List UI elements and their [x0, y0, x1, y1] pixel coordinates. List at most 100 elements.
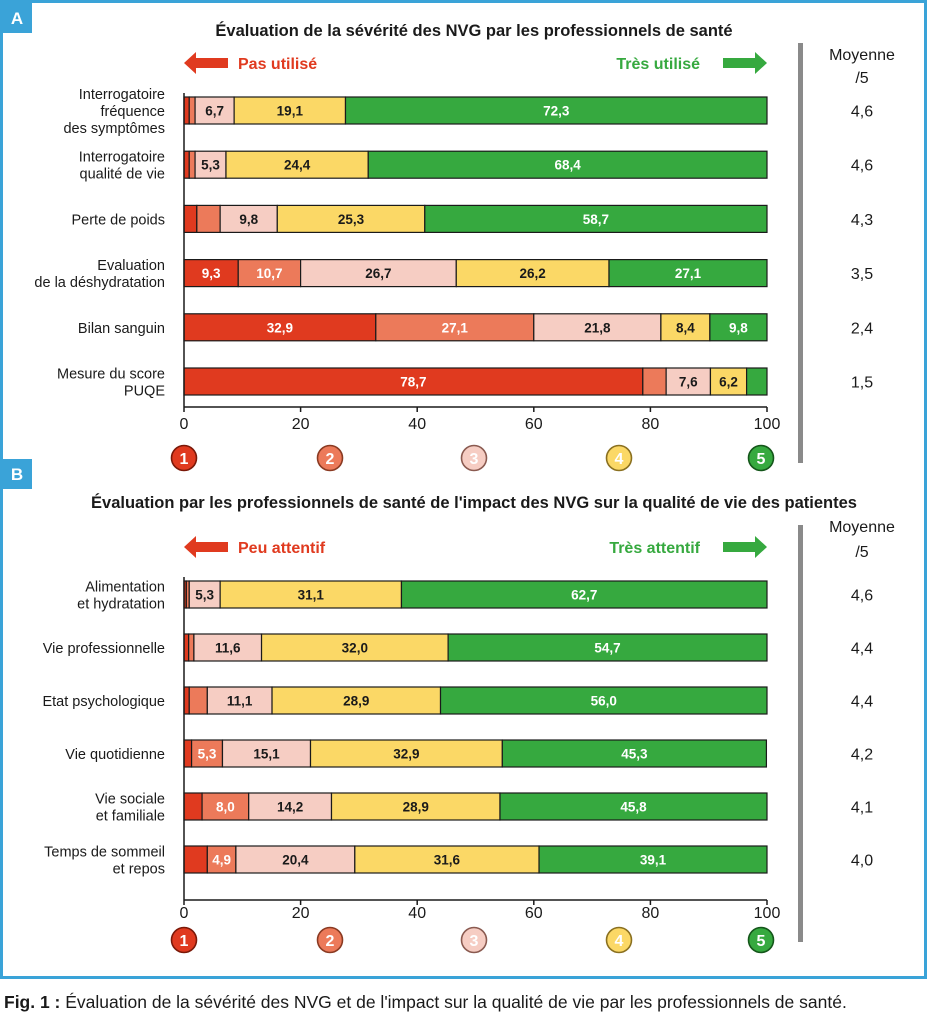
data-label: 15,1 [253, 747, 280, 762]
bar-segment [190, 739, 224, 768]
data-label: 5,3 [201, 158, 220, 173]
mean-header-unit: /5 [855, 544, 868, 561]
mean-value: 4,3 [851, 212, 873, 229]
right-scale-label: Très utilisé [616, 56, 700, 73]
data-label: 45,8 [620, 800, 647, 815]
panel-tag [2, 3, 32, 33]
bar-segment [455, 259, 610, 288]
data-label: 19,1 [277, 104, 304, 119]
mean-value: 4,2 [851, 747, 873, 764]
bar-segment [183, 686, 190, 715]
bar-segment [501, 739, 768, 768]
bar-segment [183, 739, 193, 768]
scale-circle [316, 444, 344, 472]
data-label: 20,4 [282, 853, 309, 868]
scale-circle-label: 4 [615, 933, 624, 950]
data-label: 24,4 [284, 158, 311, 173]
bar-segment [608, 259, 768, 288]
mean-header-unit: /5 [855, 70, 868, 87]
mean-value: 2,4 [851, 320, 873, 337]
right-arrow-icon [723, 536, 767, 558]
mean-header: Moyenne [829, 519, 895, 536]
bar-segment [183, 313, 377, 342]
mean-value: 3,5 [851, 266, 873, 283]
bar-segment [400, 580, 768, 609]
data-label: 28,9 [343, 694, 369, 709]
x-tick-label: 40 [408, 416, 426, 433]
scale-circle-label: 2 [326, 933, 335, 950]
mean-value: 4,6 [851, 104, 873, 121]
mean-value: 4,4 [851, 641, 873, 658]
bar-segment [183, 204, 198, 233]
bar-segment [344, 96, 768, 125]
mean-value: 4,1 [851, 800, 873, 817]
bar-segment [183, 96, 190, 125]
data-label: 7,6 [679, 375, 698, 390]
data-label: 54,7 [594, 641, 620, 656]
data-label: 6,7 [205, 104, 224, 119]
category-label: Vie professionnelle [43, 641, 165, 657]
bar-row: Vie quotidienne 5,3 15,1 32,9 45,3 4,2 [65, 739, 873, 768]
category-label: Evaluation [97, 258, 165, 274]
scale-circle-label: 5 [757, 933, 766, 950]
scale-circle [170, 926, 198, 954]
category-label: Temps de sommeil [44, 845, 165, 861]
bar-segment [330, 792, 501, 821]
x-tick-label: 80 [642, 416, 660, 433]
bar-segment [237, 259, 302, 288]
category-label: Alimentation [85, 580, 165, 596]
scale-circle-label: 3 [470, 933, 479, 950]
data-label: 27,1 [442, 320, 469, 335]
category-label: Etat psychologique [42, 694, 165, 710]
bar-segment [196, 204, 221, 233]
category-label: des symptômes [63, 121, 165, 137]
data-label: 14,2 [277, 800, 303, 815]
category-label: et familiale [96, 809, 165, 825]
bar-segment [194, 150, 227, 179]
data-label: 31,1 [298, 588, 325, 603]
left-arrow-icon [184, 536, 228, 558]
bar-segment [183, 150, 190, 179]
x-tick-label: 80 [642, 905, 660, 922]
scale-circle [170, 444, 198, 472]
data-label: 26,7 [365, 266, 391, 281]
category-label: fréquence [101, 104, 166, 120]
scale-circle [460, 444, 488, 472]
bar-row: Bilan sanguin 32,9 27,1 21,8 8,4 9,8 2,4 [78, 313, 873, 342]
scale-circle [747, 444, 775, 472]
figure-frame [0, 0, 927, 979]
bar-segment [248, 792, 333, 821]
category-label: de la déshydratation [34, 275, 165, 291]
bar-segment [206, 845, 237, 874]
bar-segment [194, 96, 235, 125]
mean-value: 4,4 [851, 694, 873, 711]
bar-segment [745, 367, 768, 396]
data-label: 9,8 [729, 320, 748, 335]
x-tick-label: 100 [754, 416, 781, 433]
scale-circle-label: 2 [326, 451, 335, 468]
bar-segment [260, 633, 449, 662]
scale-circle-label: 3 [470, 451, 479, 468]
scale-circle-label: 1 [180, 933, 189, 950]
left-scale-label: Pas utilisé [238, 56, 317, 73]
data-label: 5,3 [195, 588, 214, 603]
left-scale-label: Peu attentif [238, 540, 326, 557]
bar-segment [276, 204, 426, 233]
bar-row: Vie professionnelle 11,6 32,0 54,7 4,4 [43, 633, 873, 662]
data-label: 4,9 [212, 853, 231, 868]
bar-segment [225, 150, 369, 179]
bar-segment [354, 845, 540, 874]
bar-segment [233, 96, 347, 125]
data-label: 62,7 [571, 588, 597, 603]
bar-segment [183, 792, 203, 821]
panel-a: A Évaluation de la sévérité des NVG par l… [2, 3, 895, 472]
bar-segment [538, 845, 768, 874]
bar-segment [660, 313, 711, 342]
data-label: 31,6 [434, 853, 461, 868]
mean-value: 4,0 [851, 853, 873, 870]
x-tick-label: 20 [292, 905, 310, 922]
x-tick-label: 40 [408, 905, 426, 922]
figure-canvas: A Évaluation de la sévérité des NVG par l… [0, 0, 927, 979]
